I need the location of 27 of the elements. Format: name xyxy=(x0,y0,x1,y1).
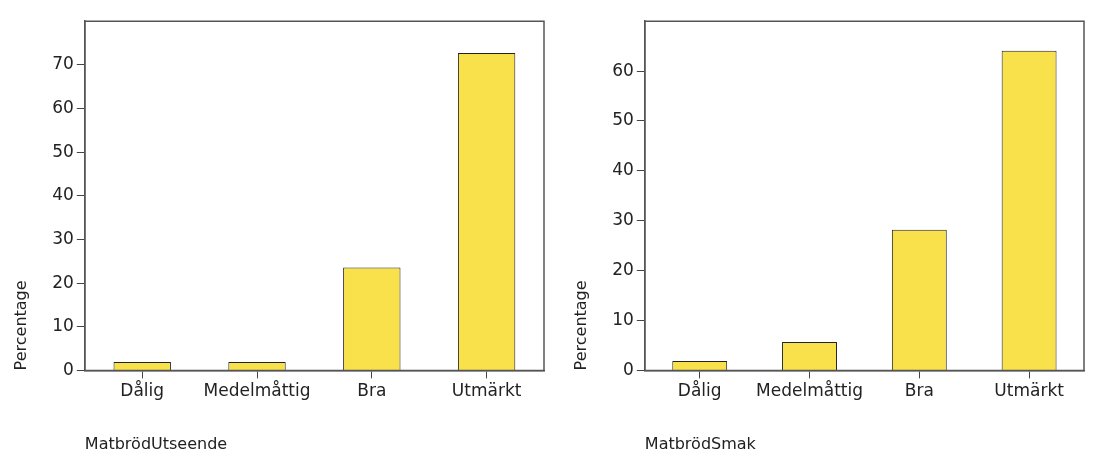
y-tick-label: 60 xyxy=(612,59,634,80)
y-tick-label: 50 xyxy=(52,140,74,161)
y-tick-label: 40 xyxy=(52,184,74,205)
x-tick-label: Utmärkt xyxy=(451,380,522,401)
y-tick-label: 0 xyxy=(63,358,74,379)
y-tick-label: 70 xyxy=(52,53,74,74)
y-tick-label: 20 xyxy=(612,259,634,280)
y-axis-title: Percentage xyxy=(10,280,30,371)
y-tick-label: 30 xyxy=(52,227,74,248)
y-tick-label: 20 xyxy=(52,271,74,292)
y-tick-label: 50 xyxy=(612,109,634,130)
y-tick-label: 60 xyxy=(52,96,74,117)
x-tick-label: Utmärkt xyxy=(994,380,1065,401)
x-tick-label: Dålig xyxy=(120,380,165,401)
y-axis-title: Percentage xyxy=(570,280,590,371)
y-tick-label: 30 xyxy=(612,209,634,230)
y-tick-label: 10 xyxy=(612,308,634,329)
x-tick-label: Bra xyxy=(904,380,934,401)
x-tick-label: Bra xyxy=(357,380,387,401)
x-axis-title: MatbrödUtseende xyxy=(84,433,228,453)
x-axis-title: MatbrödSmak xyxy=(644,433,757,453)
x-tick-label: Medelmåttig xyxy=(756,380,863,401)
x-tick-label: Dålig xyxy=(677,380,722,401)
x-tick-label: Medelmåttig xyxy=(203,380,311,401)
y-tick-label: 0 xyxy=(623,358,634,379)
y-tick-label: 40 xyxy=(612,159,634,180)
y-tick-label: 10 xyxy=(52,315,74,336)
